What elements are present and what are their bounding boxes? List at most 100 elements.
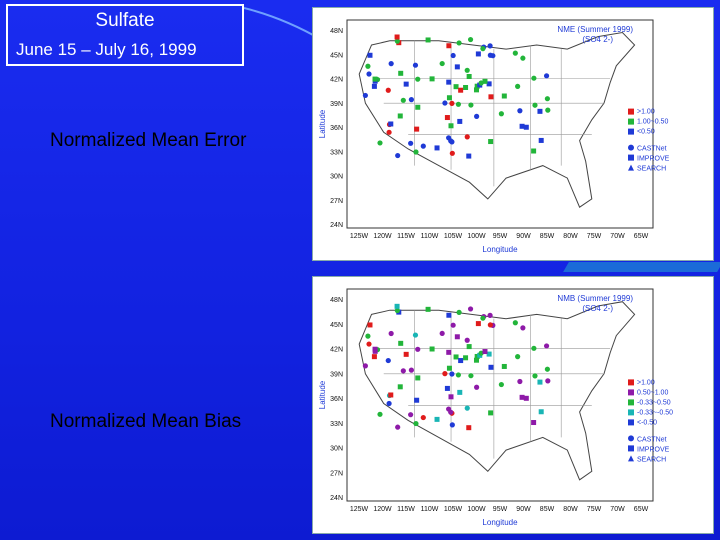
station-marker — [520, 325, 526, 331]
station-marker — [434, 145, 440, 151]
legend-swatch — [628, 389, 634, 396]
station-marker — [400, 97, 406, 103]
station-marker — [371, 354, 377, 360]
station-marker — [414, 126, 420, 132]
station-marker — [454, 64, 460, 70]
legend-swatch — [628, 419, 634, 426]
lon-tick-label: 105W — [444, 506, 463, 513]
station-marker — [538, 137, 544, 143]
station-marker — [413, 149, 419, 155]
station-marker — [385, 87, 391, 93]
station-marker — [512, 50, 518, 56]
legend-label: <0.50 — [637, 129, 655, 136]
lat-tick-label: 24N — [330, 495, 343, 502]
station-marker — [488, 139, 494, 145]
station-marker — [537, 108, 543, 114]
station-marker — [398, 70, 404, 76]
station-marker — [415, 375, 421, 381]
lon-tick-label: 65W — [634, 233, 649, 240]
legend-label: >1.00 — [637, 109, 655, 116]
station-marker — [439, 60, 445, 67]
station-marker — [463, 84, 469, 90]
lon-tick-label: 85W — [540, 233, 555, 240]
station-marker — [519, 123, 525, 129]
station-marker — [456, 40, 462, 46]
station-marker — [372, 346, 378, 352]
station-marker — [458, 87, 464, 93]
x-axis-label: Longitude — [482, 518, 518, 527]
station-marker — [446, 365, 452, 371]
station-marker — [442, 100, 448, 106]
station-marker — [487, 312, 493, 318]
station-marker — [425, 306, 431, 312]
station-marker — [449, 100, 455, 106]
legend-swatch — [628, 399, 634, 406]
lon-tick-label: 115W — [397, 233, 415, 240]
station-marker — [415, 76, 421, 82]
station-marker — [474, 83, 480, 89]
station-marker — [457, 389, 463, 395]
lat-tick-label: 24N — [330, 222, 343, 229]
station-marker — [365, 333, 371, 339]
station-marker — [473, 87, 479, 93]
station-marker — [448, 138, 454, 144]
station-marker — [394, 34, 400, 40]
slide-title: Sulfate — [95, 10, 155, 31]
nmb-map-panel: 48N 45N 42N 39N 36N 33N 30N 27N 24N 125W 120W 115W 1… — [312, 276, 714, 534]
station-marker — [531, 420, 537, 426]
station-marker — [467, 306, 474, 312]
lon-tick-label: 85W — [540, 506, 555, 513]
station-marker — [429, 346, 435, 352]
station-marker — [408, 97, 415, 103]
legend-swatch — [628, 108, 634, 115]
station-marker — [408, 367, 415, 373]
panel-shadow — [563, 262, 720, 272]
lon-tick-label: 75W — [587, 506, 602, 513]
lat-tick-label: 48N — [330, 28, 343, 35]
station-marker — [487, 322, 493, 328]
station-marker — [487, 43, 493, 49]
lat-tick-label: 30N — [330, 446, 343, 453]
station-marker — [545, 378, 551, 384]
station-marker — [413, 420, 419, 427]
station-marker — [362, 92, 368, 99]
station-marker — [482, 349, 488, 355]
station-marker — [474, 384, 480, 390]
nmb-label: Normalized Mean Bias — [50, 411, 242, 432]
station-marker — [415, 104, 421, 110]
station-marker — [398, 340, 404, 346]
station-marker — [466, 73, 472, 79]
station-marker — [480, 46, 486, 52]
lat-tick-label: 36N — [330, 396, 343, 403]
lon-tick-label: 75W — [587, 233, 602, 240]
legend-swatch — [628, 409, 634, 416]
plot-frame — [346, 288, 654, 502]
station-marker — [377, 411, 383, 417]
station-marker — [520, 55, 526, 61]
station-marker — [478, 80, 484, 86]
y-axis-label: Latitude — [318, 109, 327, 138]
station-marker — [532, 102, 538, 108]
station-marker — [523, 124, 529, 130]
lon-tick-label: 90W — [516, 233, 531, 240]
station-marker — [449, 422, 455, 428]
network-label: CASTNet — [637, 146, 667, 153]
station-marker — [467, 36, 474, 43]
station-marker — [449, 150, 455, 156]
legend-label: -0.33~-0.50 — [637, 409, 673, 416]
station-marker — [474, 353, 480, 359]
station-marker — [446, 95, 452, 101]
station-marker — [531, 148, 537, 154]
station-marker — [455, 101, 462, 107]
y-axis-label: Latitude — [318, 380, 327, 409]
network-label: SEARCH — [637, 166, 666, 173]
lon-tick-label: 110W — [421, 506, 439, 513]
map-species: (SO4 2-) — [582, 35, 613, 44]
x-axis-label: Longitude — [482, 245, 518, 254]
station-marker — [366, 341, 372, 347]
station-marker — [446, 312, 452, 318]
station-marker — [388, 121, 394, 127]
station-marker — [388, 61, 394, 67]
network-icon — [628, 164, 634, 171]
station-marker — [394, 38, 400, 44]
